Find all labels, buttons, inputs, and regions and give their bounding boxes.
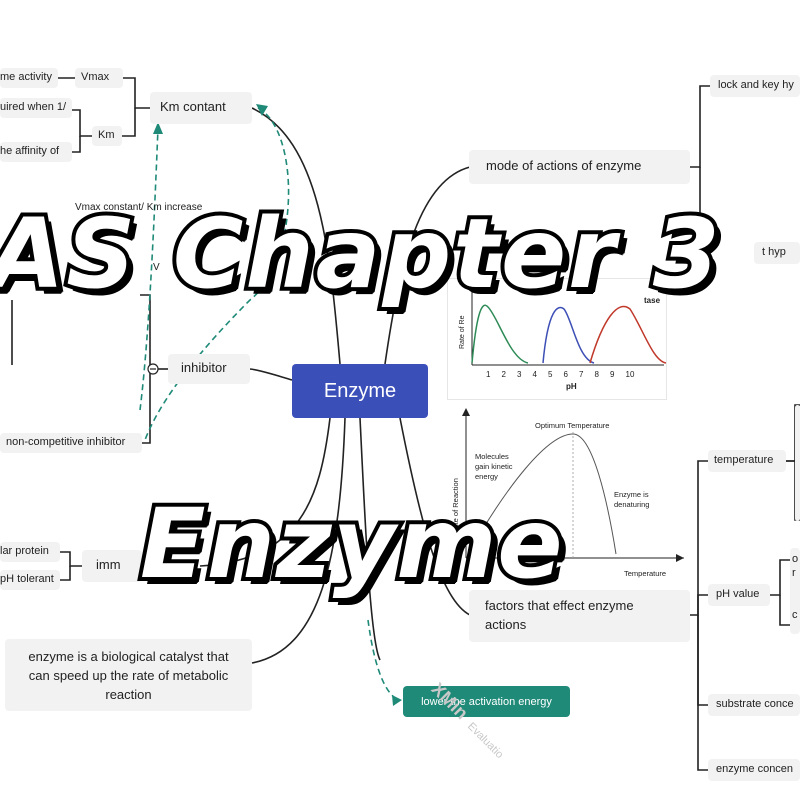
ph-figure: tase Rate of Re 1 2 3 4 5 6 7 8 9 10 pH	[447, 278, 667, 400]
title-line-2: Enzyme	[136, 484, 567, 604]
ph-tick-label: 10	[626, 370, 635, 379]
denaturing-label-1: Enzyme is	[614, 490, 649, 499]
temperature-figure: Optimum Temperature Molecules gain kinet…	[448, 404, 686, 582]
immobilized-node[interactable]: imm	[82, 550, 142, 582]
mode-of-actions-node[interactable]: mode of actions of enzyme	[469, 150, 690, 184]
inhibitor-note-top: Vmax constant/ Km increase	[75, 202, 203, 213]
ph-value-node[interactable]: pH value	[708, 584, 770, 606]
ph-ylabel: Rate of Re	[459, 315, 466, 349]
rate-of-reaction-label: Rate of Reaction	[451, 478, 460, 534]
ph-tick-label: 9	[610, 370, 615, 379]
enzyme-concentration-node[interactable]: enzyme concen	[708, 759, 800, 781]
immobilized-child-2[interactable]: pH tolerant	[0, 570, 60, 590]
km-contant-node[interactable]: Km contant	[150, 92, 252, 124]
temperature-plot: Optimum Temperature Molecules gain kinet…	[451, 408, 684, 578]
ph-sub-2: r	[792, 567, 796, 579]
ph-sub-3: c	[792, 609, 798, 621]
substrate-concentration-node[interactable]: substrate conce	[708, 694, 800, 716]
vmax-desc-node[interactable]: me activity	[0, 68, 58, 88]
ph-sub-1: o	[792, 553, 799, 565]
root-node[interactable]: Enzyme	[292, 364, 428, 418]
ph-tick-label: 4	[533, 370, 538, 379]
vmax-node[interactable]: Vmax	[75, 68, 123, 88]
ph-tick-label: 8	[595, 370, 600, 379]
ph-figure-partial-title: tase	[644, 296, 661, 305]
activation-energy-node[interactable]: lower the activation energy	[403, 686, 570, 717]
ph-plot: tase Rate of Re 1 2 3 4 5 6 7 8 9 10 pH	[459, 289, 667, 391]
ph-tick-label: 3	[517, 370, 522, 379]
ph-curve-blue	[542, 306, 595, 364]
temperature-curve	[467, 433, 617, 555]
ph-xlabel: pH	[566, 382, 577, 391]
inhibitor-note-partial: V	[153, 262, 160, 273]
definition-node[interactable]: enzyme is a biological catalyst that can…	[5, 639, 252, 711]
lock-and-key-node[interactable]: lock and key hy	[710, 75, 800, 97]
immobilized-child-1[interactable]: lar protein	[0, 542, 60, 562]
molecules-label-1: Molecules	[475, 452, 509, 461]
ph-curve-green	[471, 304, 529, 364]
inhibitor-node[interactable]: inhibitor	[168, 354, 250, 384]
molecules-label-3: energy	[475, 472, 498, 481]
ph-tick-label: 5	[548, 370, 553, 379]
km-desc1-node[interactable]: uired when 1/	[0, 98, 72, 118]
temperature-axis-label: Temperature	[624, 569, 666, 578]
molecules-label-2: gain kinetic	[475, 462, 513, 471]
factors-node[interactable]: factors that effect enzyme actions	[469, 590, 690, 642]
temperature-child-box[interactable]	[795, 405, 800, 521]
temperature-node[interactable]: temperature	[708, 450, 786, 472]
denaturing-label-2: denaturing	[614, 500, 649, 509]
km-node[interactable]: Km	[92, 126, 122, 146]
optimum-temperature-label: Optimum Temperature	[535, 421, 609, 430]
ph-curve-red	[589, 305, 667, 364]
title-line-1: AS Chapter 3	[0, 194, 724, 314]
ph-tick-label: 2	[502, 370, 507, 379]
ph-tick-label: 1	[486, 370, 491, 379]
noncompetitive-inhibitor-node[interactable]: non-competitive inhibitor	[0, 433, 142, 453]
km-desc2-node[interactable]: he affinity of	[0, 142, 72, 162]
ph-tick-label: 6	[564, 370, 569, 379]
ph-child-box[interactable]: o r c	[790, 548, 800, 634]
ph-tick-label: 7	[579, 370, 584, 379]
induced-fit-node[interactable]: t hyp	[754, 242, 800, 264]
